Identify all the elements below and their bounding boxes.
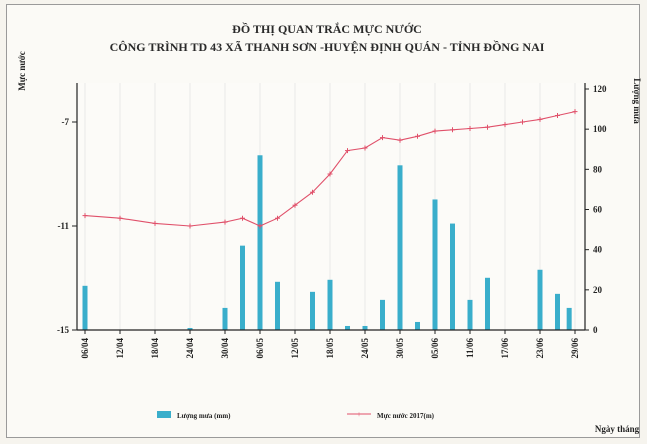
y-left-ticks: -7 -11 -15: [57, 117, 77, 335]
x-tick-label-9: 30/05: [395, 338, 405, 359]
x-tick-label-5: 06/05: [255, 338, 265, 359]
water-point-5: [240, 215, 245, 221]
water-point-9: [310, 189, 315, 195]
rain-bar-0: [82, 285, 88, 330]
x-tick-label-2: 18/04: [150, 338, 160, 359]
water-point-6: [257, 223, 263, 229]
x-tick-label-3: 24/04: [185, 338, 195, 359]
rain-bar-3: [240, 245, 245, 330]
y-right-tick-label-2: 40: [593, 245, 603, 255]
rain-bar-2: [222, 307, 228, 330]
y-right-tick-label-1: 20: [593, 285, 603, 295]
x-tick-label-4: 30/04: [220, 338, 230, 359]
y-right-tick-label-0: 0: [593, 325, 598, 335]
rain-bar-9: [362, 325, 368, 330]
rain-bar-12: [415, 321, 420, 330]
y-left-axis-label: Mực nước: [17, 51, 27, 91]
x-tick-label-13: 23/06: [535, 338, 545, 359]
water-point-0: [82, 213, 88, 219]
water-point-18: [467, 126, 473, 131]
rain-bar-19: [566, 307, 572, 330]
water-point-3: [187, 223, 193, 229]
water-point-8: [292, 202, 298, 208]
x-tick-label-1: 12/04: [115, 338, 125, 359]
rain-bar-6: [310, 291, 315, 330]
y-right-tick-label-4: 80: [593, 164, 603, 174]
rain-bar-4: [257, 155, 263, 330]
y-right-tick-label-5: 100: [593, 124, 607, 134]
water-point-21: [520, 119, 525, 125]
rain-bar-8: [345, 325, 350, 330]
water-point-17: [450, 127, 455, 133]
legend-water-marker: +: [357, 410, 362, 419]
chart-title-line1: ĐỒ THỊ QUAN TRẮC MỰC NƯỚC: [232, 21, 422, 36]
rain-bar-7: [327, 279, 333, 330]
water-point-19: [485, 124, 490, 130]
x-tick-label-11: 11/06: [465, 338, 475, 359]
rain-bar-1: [187, 327, 193, 330]
water-point-24: [572, 109, 578, 115]
y-right-axis-label: Lượng mưa: [632, 78, 641, 124]
chart-frame: ĐỒ THỊ QUAN TRẮC MỰC NƯỚC CÔNG TRÌNH TD …: [6, 4, 641, 438]
rain-bar-16: [485, 277, 490, 330]
water-point-7: [275, 215, 280, 221]
rain-bar-10: [380, 299, 385, 330]
chart-title-line2: CÔNG TRÌNH TD 43 XÃ THANH SƠN -HUYỆN ĐỊN…: [110, 39, 545, 54]
water-point-15: [415, 133, 420, 139]
x-tick-label-6: 12/05: [290, 338, 300, 359]
water-level-line: [82, 109, 578, 229]
y-right-tick-label-6: 120: [593, 84, 607, 94]
water-point-2: [152, 220, 158, 226]
y-right-ticks: 0 20 40 60 80 100 120: [585, 84, 607, 335]
rain-bars: [82, 155, 572, 330]
water-point-13: [380, 135, 385, 141]
rain-bar-11: [397, 165, 403, 330]
legend-rain-label: Lượng mưa (mm): [177, 412, 231, 420]
rain-bar-18: [555, 293, 560, 330]
chart-svg: ĐỒ THỊ QUAN TRẮC MỰC NƯỚC CÔNG TRÌNH TD …: [17, 21, 641, 434]
rain-bar-15: [467, 299, 473, 330]
x-ticks: 06/04 12/04 18/04 24/04 30/04 06/05 12/05 18/05…: [80, 330, 580, 359]
x-tick-label-10: 05/06: [430, 338, 440, 359]
water-point-14: [397, 137, 403, 143]
water-point-12: [362, 145, 368, 151]
water-point-10: [327, 171, 333, 177]
rain-bar-5: [275, 281, 280, 330]
water-point-1: [117, 215, 123, 221]
water-point-4: [222, 219, 228, 225]
x-axis-label: Ngày tháng: [595, 424, 640, 434]
x-tick-label-8: 24/05: [360, 338, 370, 359]
y-left-tick-label-2: -15: [57, 325, 69, 335]
y-left-tick-label-0: -7: [62, 117, 70, 127]
legend-water-label: Mực nước 2017(m): [377, 412, 435, 420]
x-tick-label-7: 18/05: [325, 338, 335, 359]
water-point-23: [555, 113, 560, 118]
y-left-tick-label-1: -11: [57, 221, 69, 231]
legend: Lượng mưa (mm) + Mực nước 2017(m): [157, 410, 435, 420]
rain-bar-17: [537, 269, 543, 330]
x-tick-label-0: 06/04: [80, 338, 90, 359]
water-point-16: [432, 128, 438, 134]
water-point-11: [345, 148, 350, 154]
rain-bar-13: [432, 199, 438, 330]
water-point-20: [502, 122, 508, 128]
x-tick-label-14: 29/06: [570, 338, 580, 359]
rain-bar-14: [450, 223, 455, 330]
water-point-22: [537, 116, 543, 122]
axes: [76, 83, 586, 331]
legend-rain-swatch: [157, 411, 171, 418]
y-right-tick-label-3: 60: [593, 205, 603, 215]
x-tick-label-12: 17/06: [500, 338, 510, 359]
